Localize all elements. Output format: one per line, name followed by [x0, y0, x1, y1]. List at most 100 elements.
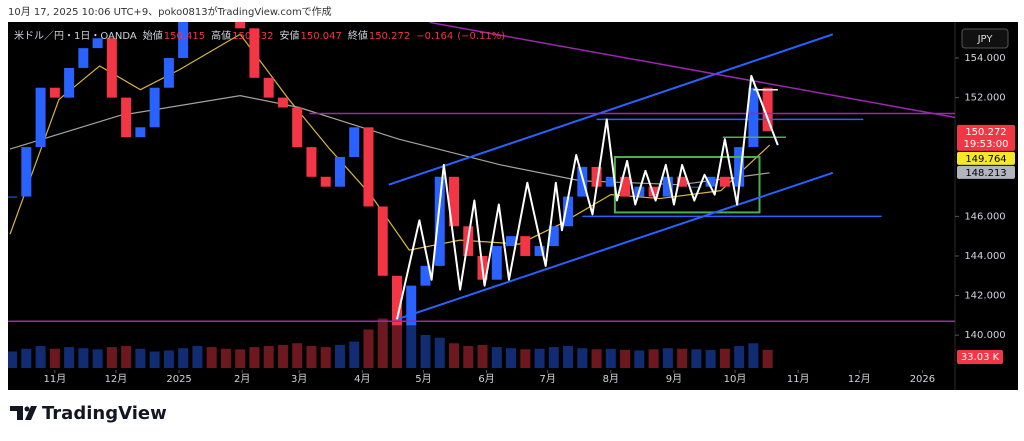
price-label-box: [957, 151, 1015, 165]
candle: [149, 87, 160, 128]
candle: [491, 246, 502, 280]
volume-bar: [235, 349, 246, 368]
volume-bar: [477, 344, 488, 368]
currency: JPY: [977, 34, 994, 45]
volume-bar: [249, 347, 260, 368]
countdown: 19:53:00: [964, 139, 1009, 150]
volume-bar: [449, 343, 460, 368]
x-tick-label: 2月: [234, 373, 250, 385]
volume-bar: [577, 348, 588, 368]
volume-bar: [377, 318, 388, 368]
change: −0.164: [416, 31, 453, 42]
currency-box[interactable]: [961, 28, 1009, 49]
candle: [320, 176, 331, 187]
volume-bar: [192, 346, 203, 368]
quote-value: 150.272: [369, 31, 410, 42]
candle: [391, 275, 402, 326]
y-tick-label: 154.000: [964, 53, 1005, 64]
candle: [135, 127, 146, 138]
candle: [277, 97, 288, 108]
x-tick-label: 3月: [291, 373, 307, 385]
candle: [92, 38, 103, 49]
volume-bar: [434, 337, 445, 368]
candle: [292, 107, 303, 148]
x-tick-label: 2025: [166, 374, 191, 385]
candle: [691, 186, 702, 188]
symbol: 米ドル／円・1日・OANDA: [14, 29, 137, 42]
quote-label: 終値: [348, 29, 368, 42]
y-tick-label: 152.000: [964, 93, 1005, 104]
quote-value: 150.415: [164, 31, 205, 42]
x-tick-label: 10月: [724, 373, 747, 385]
quote-label: 高値: [211, 29, 231, 42]
candle: [35, 87, 46, 148]
candle: [620, 176, 631, 197]
y-tick-label: 144.000: [964, 251, 1005, 262]
volume-bar: [64, 347, 75, 368]
x-tick-label: 12月: [848, 373, 871, 385]
volume-bar: [277, 344, 288, 368]
candle: [563, 196, 574, 227]
volume-bar: [35, 346, 46, 368]
volume-bar: [734, 346, 745, 368]
quote-line: 米ドル／円・1日・OANDA 始値150.415 高値150.432 安値150.04…: [14, 29, 505, 42]
volume-bar: [634, 350, 645, 368]
chart-panel: [8, 22, 1018, 390]
price-label-box: [957, 124, 1015, 151]
volume-bar: [320, 347, 331, 368]
quote-label: 始値: [143, 29, 163, 42]
volume-bar: [719, 348, 730, 368]
candle: [178, 22, 189, 59]
moving-average: [9, 95, 770, 186]
y-tick-label: 142.000: [964, 291, 1005, 302]
volume-bar: [163, 350, 174, 368]
volume-bar: [206, 347, 217, 368]
x-tick-label: 2026: [910, 374, 935, 385]
x-tick-label: 9月: [666, 373, 682, 385]
candle: [534, 246, 545, 256]
candle: [334, 156, 345, 187]
volume-bar: [135, 348, 146, 368]
caption: 10月 17, 2025 10:06 UTC+9、poko0813がTradin…: [8, 5, 332, 18]
volume-bar: [306, 346, 317, 368]
volume-bar: [520, 349, 531, 368]
candle: [263, 77, 274, 98]
volume-label-box: [957, 350, 1003, 364]
trend-line: [750, 75, 773, 130]
candle: [449, 176, 460, 227]
volume-bar: [691, 349, 702, 368]
logo: TradingView: [10, 403, 167, 424]
candle: [434, 176, 445, 266]
candle: [762, 87, 773, 132]
volume-bar: [263, 346, 274, 368]
volume-bar: [78, 348, 89, 368]
volume-bar: [363, 329, 374, 368]
volume-label: 33.03 K: [961, 352, 1000, 363]
candle: [506, 236, 517, 247]
x-tick-label: 5月: [415, 373, 431, 385]
y-tick-label: 146.000: [964, 211, 1005, 222]
candle: [605, 176, 616, 187]
candle: [249, 28, 260, 78]
price-label: 148.213: [965, 168, 1006, 179]
volume-bar: [21, 348, 32, 368]
candle: [734, 147, 745, 187]
volume-bar: [334, 344, 345, 368]
volume-bar: [620, 349, 631, 368]
brand: TradingView: [42, 403, 167, 424]
x-tick-label: 8月: [603, 373, 619, 385]
volume-bar: [349, 341, 360, 368]
quote-value: 150.432: [232, 31, 273, 42]
candle: [64, 67, 75, 98]
candle: [21, 147, 32, 197]
logo-icon: [10, 406, 37, 420]
volume-bar: [548, 347, 559, 368]
candle: [306, 147, 317, 177]
volume-bar: [121, 346, 132, 368]
candle: [377, 206, 388, 276]
candle: [78, 48, 89, 68]
candle: [106, 38, 117, 98]
trend-line: [388, 33, 834, 186]
volume-bar: [491, 347, 502, 368]
